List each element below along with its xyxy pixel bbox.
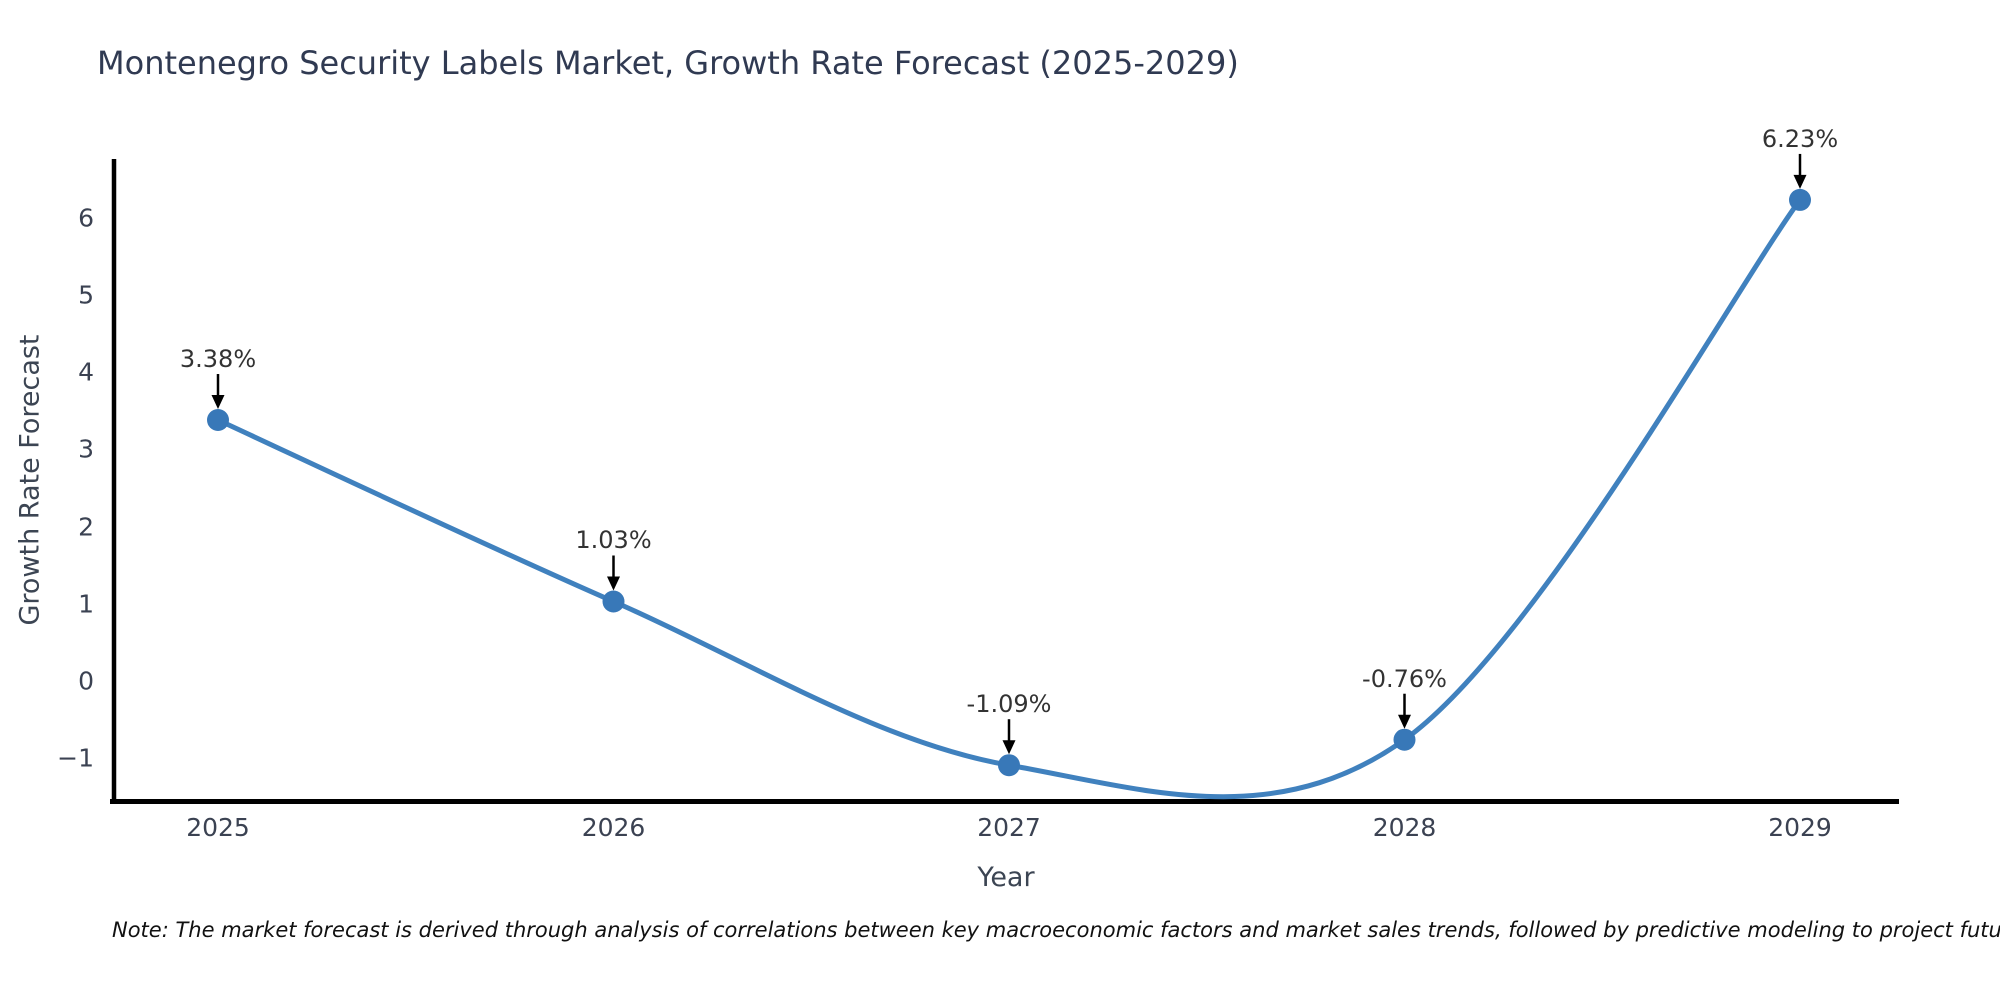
- x-axis-title: Year: [977, 862, 1035, 893]
- annotation-arrowhead: [607, 576, 620, 591]
- chart-title: Montenegro Security Labels Market, Growt…: [97, 44, 1239, 82]
- y-tick-label: 4: [78, 357, 94, 387]
- point-value-label: 1.03%: [575, 526, 652, 555]
- x-tick-label: 2027: [977, 813, 1041, 842]
- point-value-label: 6.23%: [1761, 124, 1839, 153]
- annotation-arrowhead: [1002, 740, 1016, 755]
- y-tick-label: 6: [78, 203, 94, 233]
- data-point-marker: [207, 409, 229, 432]
- y-tick-label: −1: [57, 743, 94, 773]
- y-tick-label: 0: [78, 666, 94, 696]
- x-tick-label: 2028: [1372, 813, 1437, 842]
- y-tick-label: 5: [78, 280, 94, 310]
- data-point-marker: [602, 590, 625, 613]
- y-tick-label: 3: [78, 434, 94, 464]
- y-tick-label: 1: [78, 589, 94, 619]
- x-tick-label: 2026: [581, 813, 646, 842]
- point-value-label: -0.76%: [1362, 664, 1447, 693]
- footnote: Note: The market forecast is derived thr…: [112, 918, 2000, 942]
- data-point-marker: [998, 754, 1020, 777]
- point-value-label: 3.38%: [179, 345, 257, 374]
- annotation-arrowhead: [211, 395, 225, 410]
- x-tick-label: 2025: [186, 813, 250, 842]
- point-value-label: -1.09%: [966, 690, 1052, 719]
- data-point-marker: [1789, 188, 1811, 211]
- y-tick-label: 2: [78, 512, 94, 542]
- data-point-marker: [1393, 728, 1416, 751]
- x-tick-label: 2029: [1768, 813, 1832, 842]
- annotation-arrowhead: [1398, 714, 1411, 729]
- forecast-line: [215, 197, 1803, 800]
- annotation-arrowhead: [1793, 174, 1807, 189]
